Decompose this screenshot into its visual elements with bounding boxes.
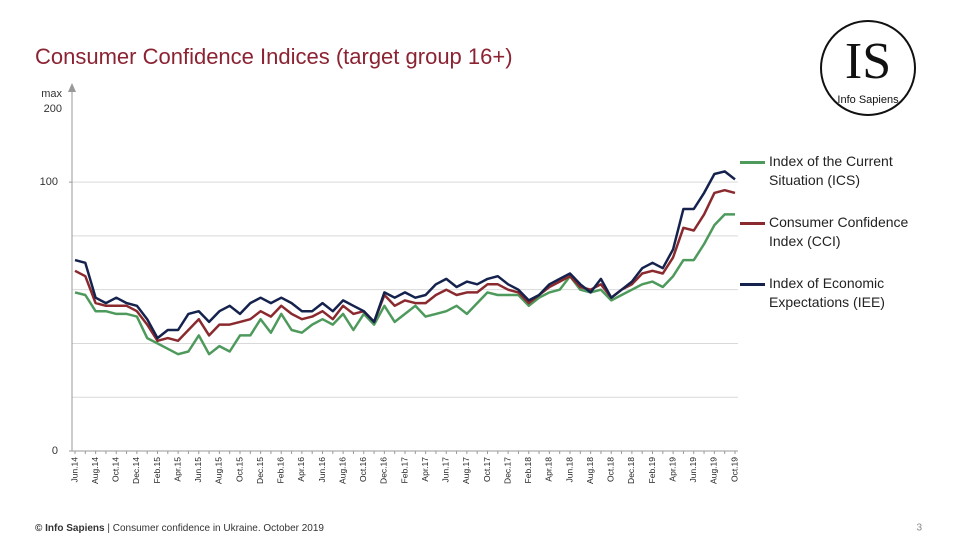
x-tick-label: Apr.18 [544,457,554,482]
legend-label: Index of Economic Expectations (IEE) [769,275,885,310]
x-tick-label: Oct.16 [358,457,368,482]
x-tick-label: Jun.14 [69,457,79,483]
page-number: 3 [916,523,922,534]
chart-title: Consumer Confidence Indices (target grou… [35,44,513,69]
series-line [74,170,736,340]
x-tick-label: Apr.16 [296,457,306,482]
x-tick-label: Jun.18 [564,457,574,483]
footer-text: | Consumer confidence in Ukraine. Octobe… [107,523,324,534]
legend-swatch [740,283,765,286]
x-tick-label: Feb.19 [647,457,657,484]
x-tick-label: Dec.14 [131,457,141,484]
y-axis-note: max [41,88,62,100]
legend-label: Index of the Current Situation (ICS) [769,153,893,188]
legend-item: Index of the Current Situation (ICS) [740,152,915,190]
x-tick-label: Oct.19 [729,457,739,482]
x-tick-label: Jun.19 [688,457,698,483]
x-tick-label: Feb.15 [152,457,162,484]
legend-item: Consumer Confidence Index (CCI) [740,213,915,251]
series-line [74,188,736,343]
x-tick-label: Apr.15 [172,457,182,482]
x-tick-label: Aug.19 [709,457,719,484]
x-tick-label: Jun.17 [441,457,451,483]
logo-ring [820,20,916,116]
x-tick-label: Oct.15 [234,457,244,482]
x-tick-label: Aug.15 [214,457,224,484]
footer-brand: © Info Sapiens [35,523,105,534]
x-tick-label: Oct.14 [111,457,121,482]
y-axis-max: 200 [44,103,62,115]
logo-name: Info Sapiens [837,94,899,106]
x-tick-label: Dec.16 [379,457,389,484]
x-tick-label: Aug.14 [90,457,100,484]
x-tick-label: Apr.19 [667,457,677,482]
y-tick-label: 100 [40,176,58,188]
y-tick-label: 0 [52,445,58,457]
y-axis-arrow [68,83,76,92]
x-tick-label: Dec.15 [255,457,265,484]
legend-item: Index of Economic Expectations (IEE) [740,274,915,312]
series-line [74,213,735,356]
x-tick-label: Dec.18 [626,457,636,484]
x-tick-label: Feb.18 [523,457,533,484]
x-tick-label: Jun.15 [193,457,203,483]
logo-mark: IS [845,33,891,90]
x-tick-label: Feb.17 [399,457,409,484]
x-tick-label: Oct.18 [606,457,616,482]
x-tick-label: Dec.17 [502,457,512,484]
x-tick-label: Aug.17 [461,457,471,484]
x-tick-label: Apr.17 [420,457,430,482]
legend-label: Consumer Confidence Index (CCI) [769,214,909,249]
legend-swatch [740,222,765,225]
legend-swatch [740,161,765,164]
x-tick-label: Oct.17 [482,457,492,482]
x-tick-label: Jun.16 [317,457,327,483]
x-tick-label: Aug.18 [585,457,595,484]
x-tick-label: Aug.16 [337,457,347,484]
x-tick-label: Feb.16 [276,457,286,484]
footer: © Info Sapiens | Consumer confidence in … [35,523,324,534]
